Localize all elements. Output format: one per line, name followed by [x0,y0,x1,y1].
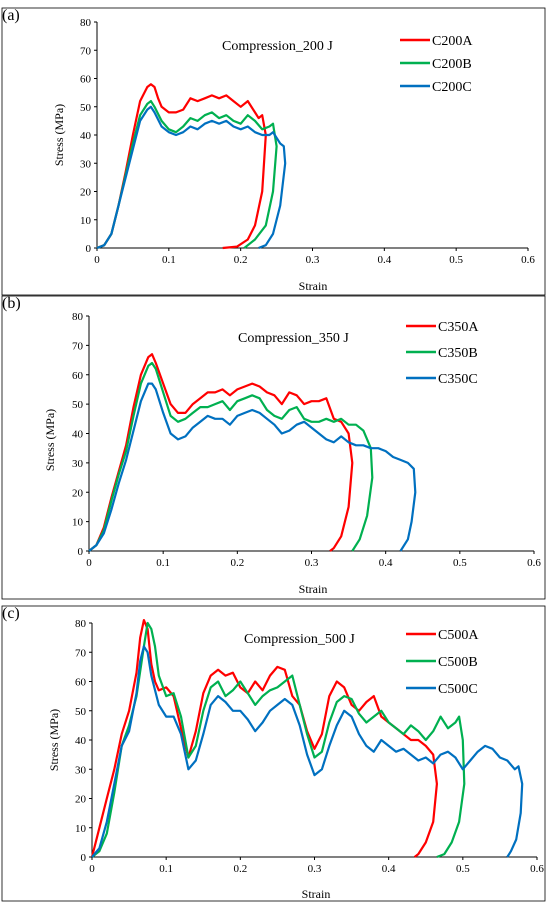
x-tick-label: 0.6 [527,557,541,569]
panel-label-c: (c) [2,605,20,622]
y-tick-label: 70 [72,340,84,352]
y-tick-label: 20 [75,794,87,806]
y-tick-label: 60 [80,74,92,86]
y-tick-label: 50 [72,399,84,411]
y-tick-label: 40 [75,735,87,747]
y-tick-label: 80 [75,618,87,630]
x-tick-label: 0.2 [230,557,244,569]
chart-b-frame [1,295,546,600]
panel-b: (b) Compression_350 J 010203040506070800… [1,295,546,600]
y-tick-label: 80 [80,17,92,29]
x-tick-label: 0.1 [159,863,173,875]
x-tick-label: 0.5 [453,557,467,569]
y-tick-label: 10 [75,823,87,835]
x-tick-label: 0.6 [521,254,535,266]
panel-label-a: (a) [2,7,20,24]
x-tick-label: 0.3 [308,863,322,875]
x-tick-label: 0.6 [530,863,544,875]
y-tick-label: 20 [80,187,92,199]
x-tick-label: 0.2 [233,863,247,875]
chart-a-ylabel: Stress (MPa) [52,104,66,166]
panel-a: (a) Compression_200 J 010203040506070800… [1,7,546,296]
chart-c-ylabel: Stress (MPa) [47,709,61,771]
y-tick-label: 50 [80,102,92,114]
x-tick-label: 0 [89,863,95,875]
chart-a-xlabel: Strain [299,279,328,293]
y-tick-label: 0 [86,243,92,255]
legend-label-c350a: C350A [438,320,479,335]
legend-label-c200b: C200B [432,57,472,72]
y-tick-label: 0 [78,546,84,558]
legend-label-c500c: C500C [438,682,478,697]
x-tick-label: 0.4 [377,254,391,266]
y-tick-label: 10 [80,215,92,227]
y-tick-label: 30 [75,764,87,776]
series-line-c350b [88,361,374,552]
chart-b-xlabel: Strain [299,582,328,596]
chart-b-title: Compression_350 J [238,331,349,346]
x-tick-label: 0.5 [449,254,463,266]
series-line-c500b [91,621,466,859]
chart-a-frame [1,7,546,296]
x-tick-label: 0.2 [234,254,248,266]
series-line-c500c [91,645,524,858]
chart-a-title: Compression_200 J [222,39,333,54]
legend-label-c200a: C200A [432,34,473,49]
y-tick-label: 0 [81,852,87,864]
y-tick-label: 80 [72,311,84,323]
chart-c-title: Compression_500 J [244,632,355,647]
chart-c-plot: 0 10 20 30 40 50 60 70 80 0 0.1 0.2 0.3 0.4 0.5 0.6 C500… [75,618,544,875]
legend-label-c500b: C500B [438,655,478,670]
x-tick-label: 0 [94,254,100,266]
legend-label-c350c: C350C [438,372,478,387]
legend-label-c200c: C200C [432,80,472,95]
x-tick-label: 0 [86,557,92,569]
x-tick-label: 0.5 [456,863,470,875]
y-tick-label: 30 [72,458,84,470]
x-tick-label: 0.4 [379,557,393,569]
chart-a-plot: 0 10 20 30 40 50 60 70 80 0 0.1 0.2 0.3 0.4 0.5 0.6 C200… [80,17,535,266]
chart-c-frame [1,605,546,902]
panel-label-b: (b) [2,295,21,312]
y-tick-label: 40 [80,130,92,142]
x-tick-label: 0.3 [305,557,319,569]
x-tick-label: 0.1 [156,557,170,569]
legend-label-c500a: C500A [438,628,479,643]
x-tick-label: 0.4 [382,863,396,875]
series-line-c200a [96,83,267,250]
y-tick-label: 40 [72,429,84,441]
y-tick-label: 50 [75,706,87,718]
legend-label-c350b: C350B [438,346,478,361]
x-tick-label: 0.3 [306,254,320,266]
series-line-c200c [96,105,287,250]
series-line-c200b [96,100,278,250]
y-tick-label: 60 [75,677,87,689]
x-tick-label: 0.1 [162,254,176,266]
y-tick-label: 70 [80,45,92,57]
chart-c-xlabel: Strain [302,887,331,901]
y-tick-label: 60 [72,370,84,382]
series-line-c350c [88,382,417,552]
series-line-c350a [88,353,354,552]
chart-b-plot: 0 10 20 30 40 50 60 70 80 0 0.1 0.2 0.3 0.4 0.5 0.6 C350… [72,311,541,569]
y-tick-label: 70 [75,647,87,659]
panel-c: (c) Compression_500 J 010203040506070800… [1,605,546,902]
y-tick-label: 20 [72,487,84,499]
series-line-c500a [90,619,438,858]
y-tick-label: 30 [80,158,92,170]
chart-b-ylabel: Stress (MPa) [43,409,57,471]
y-tick-label: 10 [72,517,84,529]
